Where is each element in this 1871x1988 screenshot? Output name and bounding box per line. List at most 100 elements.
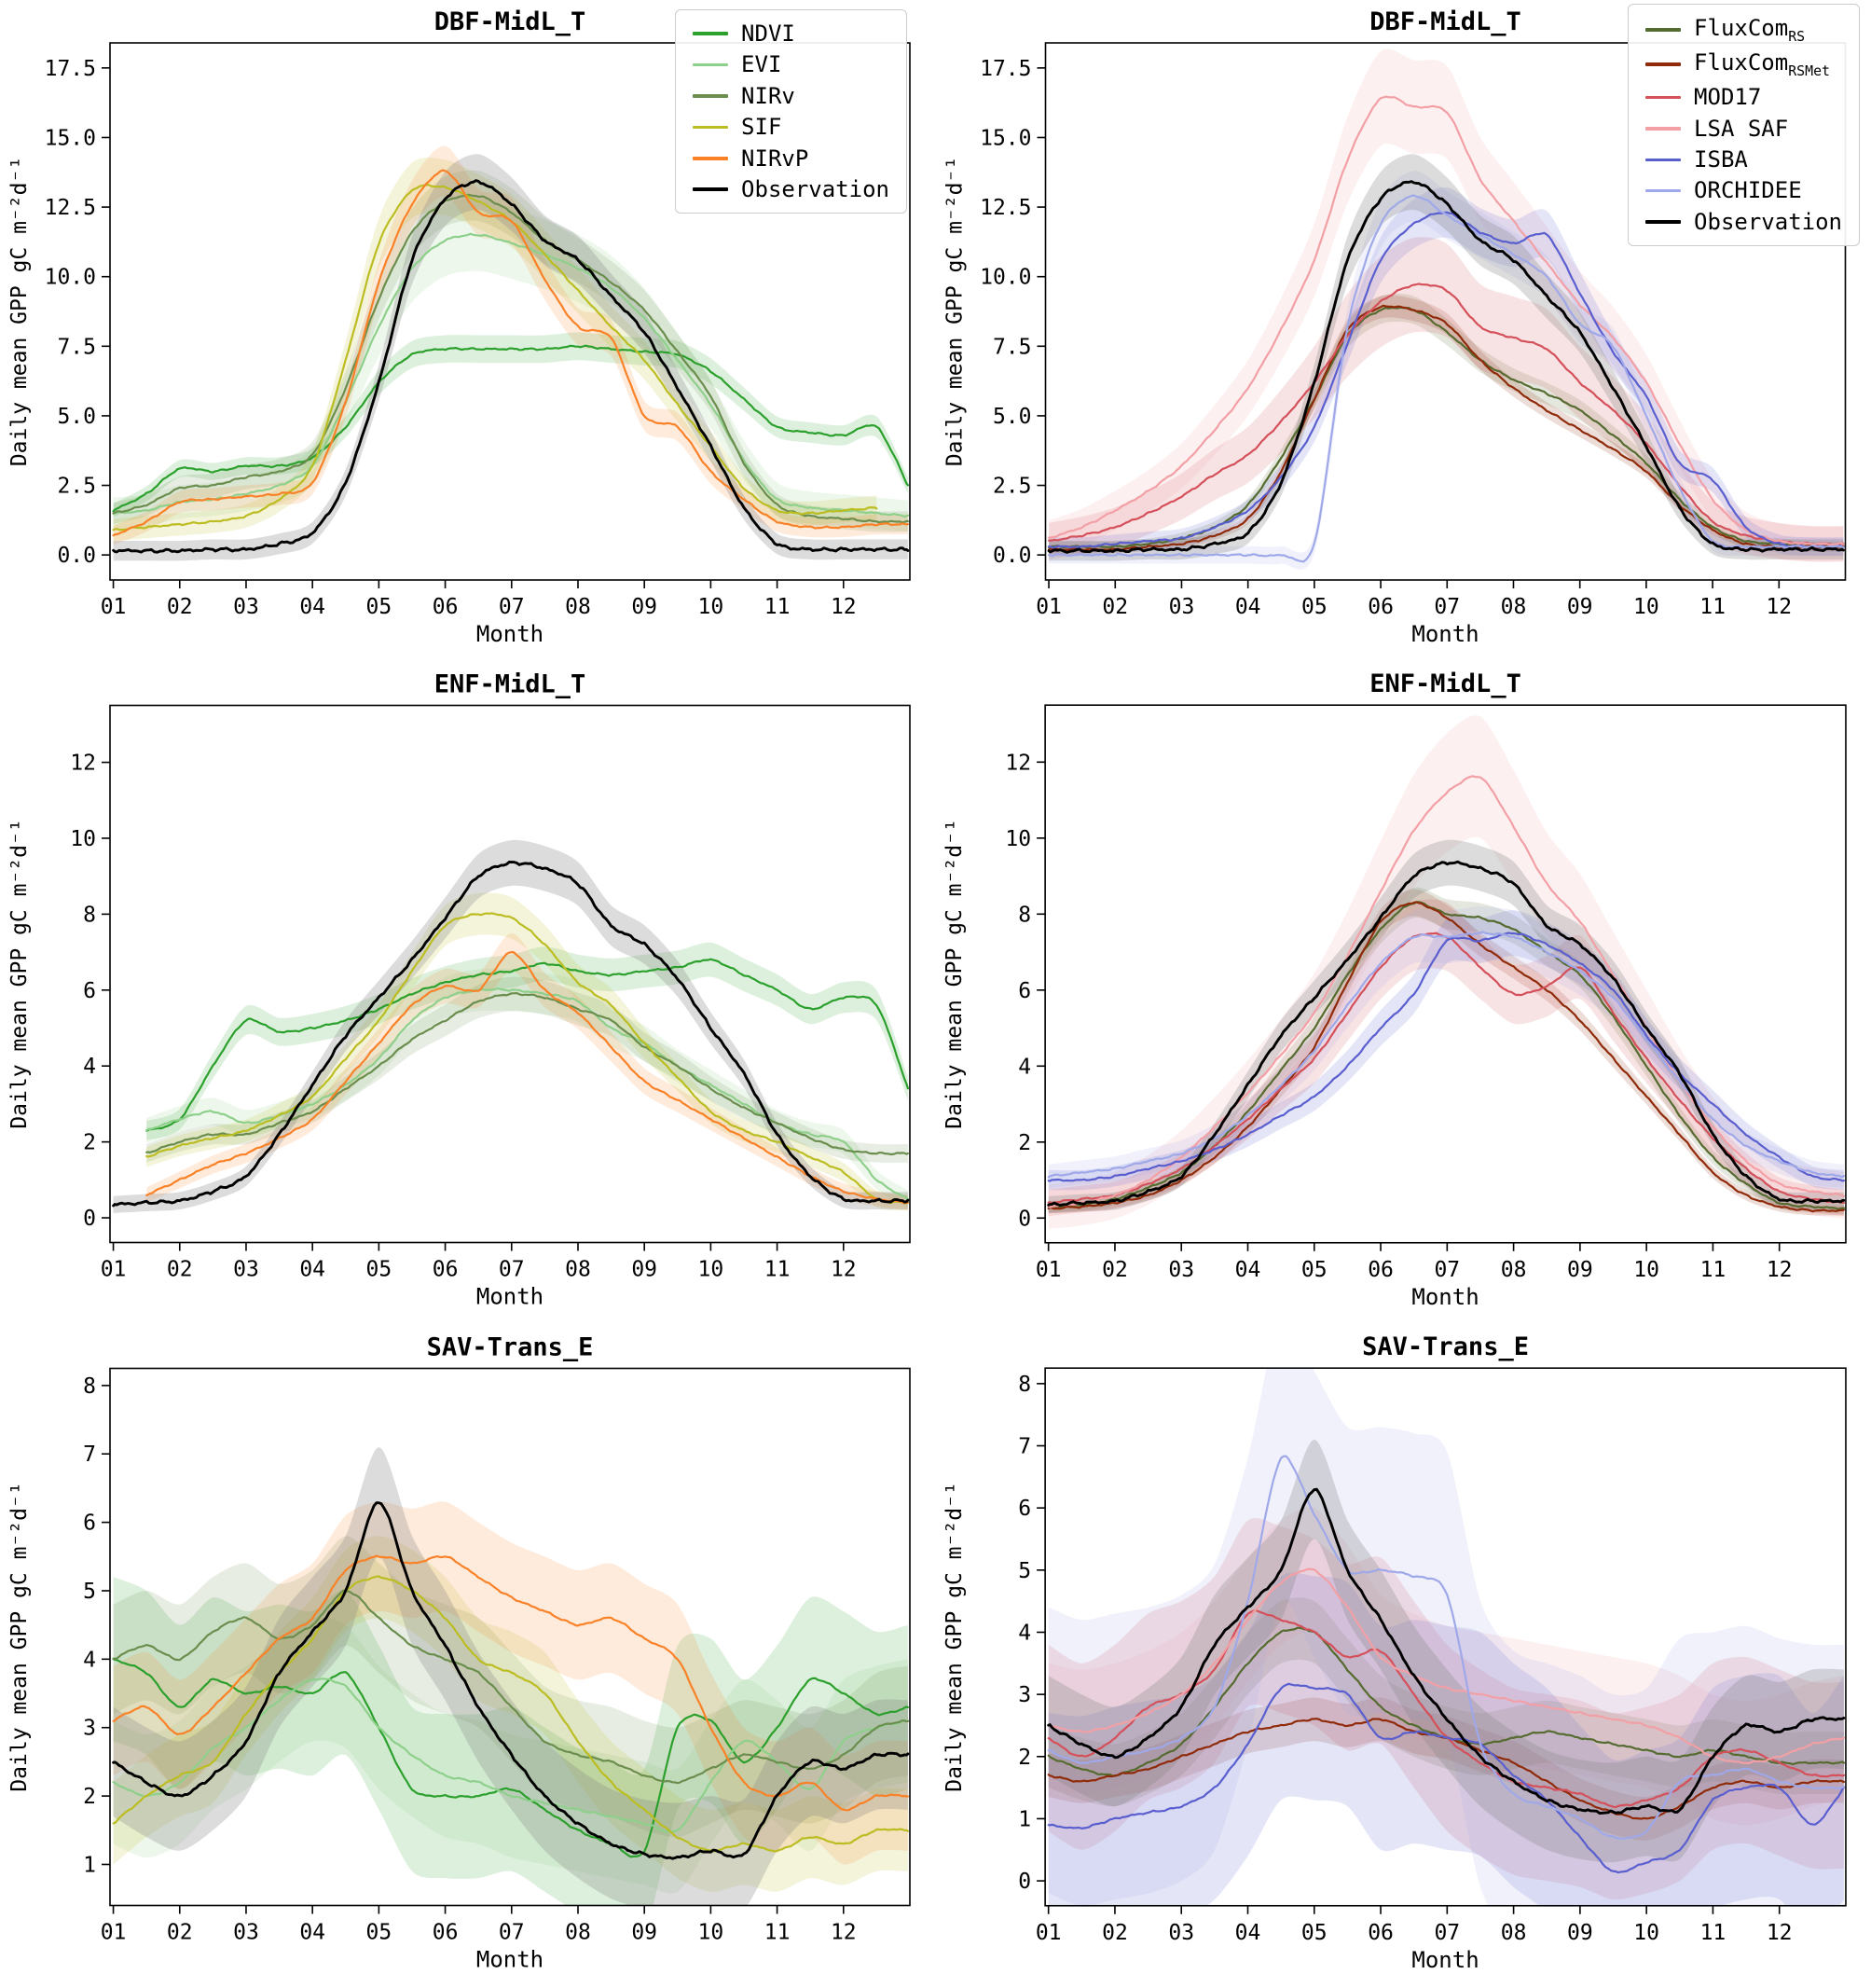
x-tick-label: 05 xyxy=(1301,595,1328,619)
y-tick-label: 6 xyxy=(83,979,96,1003)
y-tick-label: 8 xyxy=(83,1374,96,1399)
legend-item-obs: Observation xyxy=(693,177,889,201)
x-tick-label: 09 xyxy=(1567,595,1593,619)
y-tick-label: 12 xyxy=(1005,751,1031,775)
x-tick-label: 09 xyxy=(631,595,657,619)
legend-label-isba: ISBA xyxy=(1694,146,1748,173)
x-axis-label: Month xyxy=(1411,1947,1479,1973)
x-tick-label: 05 xyxy=(1301,1258,1328,1282)
legend-item-orchidee: ORCHIDEE xyxy=(1645,178,1842,203)
line-ndvi xyxy=(112,1657,909,1858)
x-tick-label: 03 xyxy=(1168,1921,1194,1945)
y-tick-label: 5.0 xyxy=(57,405,96,429)
band-evi xyxy=(113,199,908,532)
band-ndvi xyxy=(113,332,908,518)
axes-spines xyxy=(1044,1367,1847,1907)
y-tick-label: 0 xyxy=(83,1207,96,1231)
y-tick-label: 8 xyxy=(1018,1373,1031,1397)
band-isba xyxy=(1048,1572,1844,1906)
x-tick-label: 01 xyxy=(1036,1921,1062,1945)
y-tick-label: 8 xyxy=(83,903,96,927)
y-tick-label: 12.5 xyxy=(980,196,1031,220)
y-tick-label: 6 xyxy=(83,1512,96,1536)
nirvp-legend-line-icon xyxy=(693,157,729,160)
y-tick-label: 3 xyxy=(1018,1683,1031,1707)
y-tick-label: 5.0 xyxy=(993,405,1032,429)
y-axis-label: Daily mean GPP gC m⁻²d⁻¹ xyxy=(7,819,32,1128)
y-tick-label: 15.0 xyxy=(45,126,96,150)
axes-spines xyxy=(1044,704,1847,1244)
x-axis-label: Month xyxy=(476,621,543,647)
plot-area xyxy=(1047,1368,1846,1906)
line-obs xyxy=(1047,860,1846,1208)
x-tick-label: 07 xyxy=(1434,1258,1460,1282)
band-lsa_saf xyxy=(1048,715,1844,1229)
band-nirvp xyxy=(146,932,908,1210)
panel-sav-models: 01 02 03 04 05 06 07 08 09 10 11 12 0 1 2 3 4 5 6 7 8 SAV-Tra… xyxy=(935,1325,1871,1988)
x-axis-label: Month xyxy=(1411,1284,1479,1310)
y-tick-label: 2 xyxy=(83,1131,96,1155)
x-tick-label: 11 xyxy=(1700,1258,1727,1282)
obs-legend-line-icon xyxy=(693,186,729,192)
y-tick-label: 5 xyxy=(83,1580,96,1604)
y-tick-label: 2 xyxy=(1018,1746,1031,1770)
x-tick-label: 07 xyxy=(499,1921,525,1945)
x-axis-label: Month xyxy=(1411,621,1479,647)
band-sif xyxy=(113,158,877,541)
x-tick-label: 04 xyxy=(299,595,325,619)
x-axis-label: Month xyxy=(476,1947,543,1973)
x-tick-label: 11 xyxy=(764,1258,791,1282)
y-tick-label: 7 xyxy=(1018,1435,1031,1459)
band-obs xyxy=(113,1446,908,1906)
axes-spines xyxy=(109,1367,911,1907)
legend-item-nirv: NIRv xyxy=(693,83,889,108)
line-fluxcom_rsmet xyxy=(1048,304,1845,552)
y-tick-label: 4 xyxy=(1018,1621,1031,1645)
x-tick-label: 07 xyxy=(499,1258,525,1282)
line-nirv xyxy=(145,991,909,1156)
x-tick-label: 01 xyxy=(101,1921,127,1945)
plot-area xyxy=(1047,48,1845,570)
legend-label-obs: Observation xyxy=(741,175,889,202)
y-axis-label: Daily mean GPP gC m⁻²d⁻¹ xyxy=(942,819,967,1129)
legend-label-sif: SIF xyxy=(741,114,782,141)
x-tick-label: 02 xyxy=(1102,1258,1128,1282)
x-tick-label: 02 xyxy=(1102,1921,1128,1945)
x-tick-label: 06 xyxy=(1368,595,1394,619)
x-tick-label: 02 xyxy=(1102,595,1128,619)
line-obs xyxy=(1047,1487,1846,1815)
orchidee-legend-line-icon xyxy=(1645,188,1682,193)
x-tick-label: 06 xyxy=(433,1921,459,1945)
x-tick-label: 03 xyxy=(1169,595,1195,619)
ndvi-legend-line-icon xyxy=(693,32,729,35)
y-tick-label: 3 xyxy=(83,1717,96,1741)
x-tick-label: 10 xyxy=(1633,1258,1659,1282)
x-tick-label: 01 xyxy=(101,595,127,619)
y-tick-label: 15.0 xyxy=(980,126,1031,150)
band-mod17 xyxy=(1048,899,1844,1217)
y-tick-label: 6 xyxy=(1018,979,1031,1003)
fluxcom_rsmet-legend-line-icon xyxy=(1645,62,1682,66)
line-fluxcom_rs xyxy=(1048,306,1845,549)
panel-title: ENF-MidL_T xyxy=(1369,670,1521,698)
x-tick-label: 04 xyxy=(1235,1921,1261,1945)
x-tick-label: 06 xyxy=(433,595,459,619)
x-tick-label: 02 xyxy=(167,1921,193,1945)
x-tick-label: 04 xyxy=(299,1258,325,1282)
x-tick-label: 07 xyxy=(1434,595,1460,619)
line-sif xyxy=(112,184,878,532)
x-tick-label: 11 xyxy=(764,1921,791,1945)
band-fluxcom_rs xyxy=(1048,1597,1844,1807)
legend-label-evi: EVI xyxy=(741,51,782,78)
x-tick-label: 10 xyxy=(1633,595,1659,619)
y-tick-label: 2.5 xyxy=(993,475,1032,499)
y-axis-label: Daily mean GPP gC m⁻²d⁻¹ xyxy=(7,157,32,466)
axes-spines xyxy=(1044,42,1847,581)
line-nirv xyxy=(112,193,909,524)
line-obs xyxy=(112,179,910,554)
line-fluxcom_rsmet xyxy=(1047,901,1845,1213)
x-tick-label: 10 xyxy=(698,595,724,619)
sif-legend-line-icon xyxy=(693,125,729,130)
x-tick-label: 04 xyxy=(299,1921,325,1945)
